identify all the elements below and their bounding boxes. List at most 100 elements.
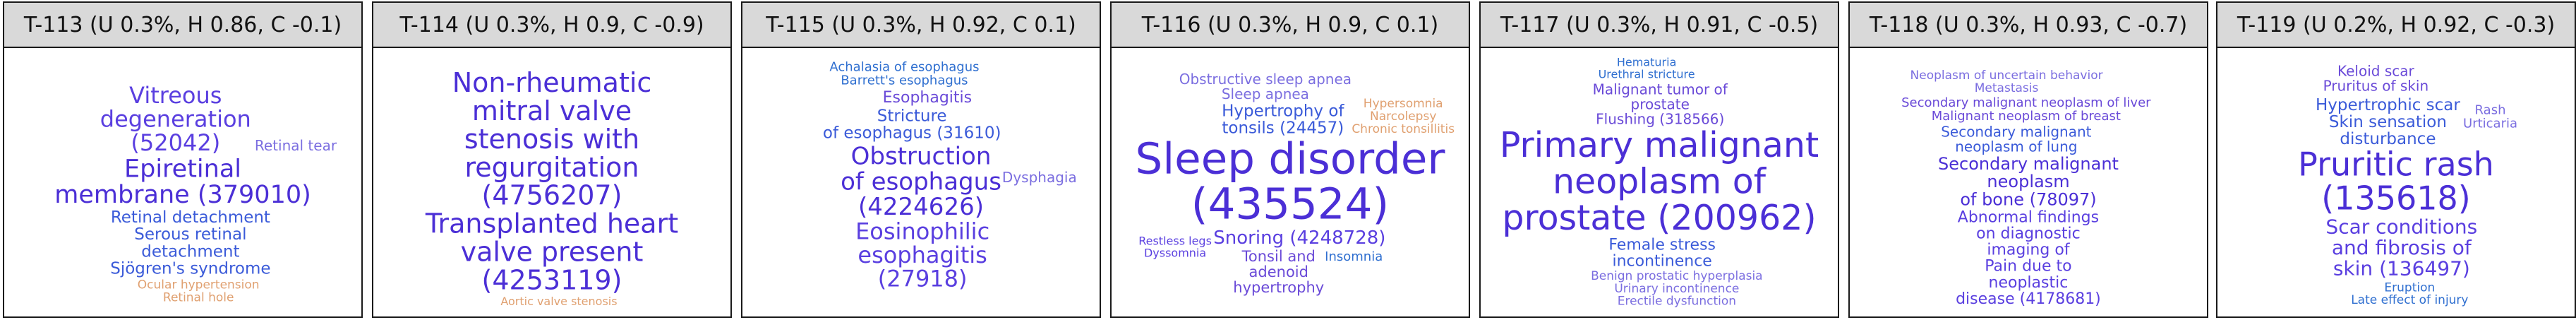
word-label: Hypersomnia xyxy=(1364,97,1443,111)
word-label: Serous retinal xyxy=(134,225,246,244)
word-label: Metastasis xyxy=(1975,81,2039,95)
panel-title: T-119 (U 0.2%, H 0.92, C -0.3) xyxy=(2217,3,2575,48)
word-cloud-svg: Sleep disorder(435524)Snoring (4248728) H… xyxy=(1136,71,1455,296)
word-label: membrane (379010) xyxy=(54,181,311,209)
word-label: Eosinophilic xyxy=(855,218,989,244)
word-label: prostate (200962) xyxy=(1502,198,1816,238)
word-label: hypertrophy xyxy=(1233,279,1324,296)
word-cloud: Epiretinal membrane (379010) Vitreous degen… xyxy=(4,48,361,316)
word-label: incontinence xyxy=(1612,253,1711,271)
word-label: Restless legs xyxy=(1138,235,1212,248)
word-label: Snoring (4248728) xyxy=(1213,227,1385,249)
panel-t115: T-115 (U 0.3%, H 0.92, C 0.1) Obstructio… xyxy=(741,1,1101,318)
word-label: (135618) xyxy=(2321,179,2471,218)
word-cloud: Secondary malignant neoplasm of bone (7809… xyxy=(1850,48,2207,316)
word-label: Ocular hypertension xyxy=(138,278,260,292)
word-label: Achalasia of esophagus xyxy=(829,60,979,75)
word-label: Dysphagia xyxy=(1002,169,1077,186)
word-cloud-svg: Pruritic rash(135618)Scar conditionsand … xyxy=(2298,63,2517,307)
word-label: Urethral stricture xyxy=(1599,67,1695,81)
word-label: Obstructive sleep apnea xyxy=(1179,71,1352,88)
word-label: Hypertrophic scar xyxy=(2316,96,2460,114)
word-label: Barrett's esophagus xyxy=(841,73,968,88)
word-cloud: Sleep disorder (435524) Snoring (4248728) H… xyxy=(1112,48,1469,316)
panel-t113: T-113 (U 0.3%, H 0.86, C -0.1) Epiretina… xyxy=(3,1,363,318)
word-label: (4253119) xyxy=(482,264,622,295)
word-label: detachment xyxy=(141,242,239,261)
word-label: Eruption xyxy=(2384,280,2435,295)
word-label: Skin sensation xyxy=(2329,113,2447,131)
panel-title: T-114 (U 0.3%, H 0.9, C -0.9) xyxy=(373,3,730,48)
word-label: Secondary malignant xyxy=(1938,154,2119,174)
word-cloud: Obstruction of esophagus (4224626) Eosinoph… xyxy=(742,48,1100,316)
word-label: Insomnia xyxy=(1325,249,1383,264)
word-label: Vitreous xyxy=(129,82,222,109)
panel-t117: T-117 (U 0.3%, H 0.91, C -0.5) Primary m… xyxy=(1479,1,1839,318)
word-label: Malignant neoplasm of breast xyxy=(1932,109,2121,124)
word-label: Female stress xyxy=(1608,237,1716,254)
panel-title: T-115 (U 0.3%, H 0.92, C 0.1) xyxy=(742,3,1100,48)
word-label: of esophagus (31610) xyxy=(823,124,1001,143)
word-label: Late effect of injury xyxy=(2351,293,2468,307)
word-label: adenoid xyxy=(1249,263,1308,280)
word-label: Flushing (318566) xyxy=(1596,110,1724,127)
word-label: Aortic valve stenosis xyxy=(500,295,617,308)
word-label: tonsils (24457) xyxy=(1222,119,1344,137)
word-label: imaging of xyxy=(1987,242,2070,259)
word-label: (4756207) xyxy=(482,180,622,211)
word-label: Urticaria xyxy=(2463,117,2517,131)
panel-title: T-116 (U 0.3%, H 0.9, C 0.1) xyxy=(1112,3,1469,48)
word-label: Secondary malignant neoplasm of liver xyxy=(1901,95,2151,110)
word-label: of esophagus xyxy=(841,167,1001,196)
word-label: Hypertrophy of xyxy=(1222,102,1344,120)
word-label: disturbance xyxy=(2340,130,2436,148)
word-label: Chronic tonsillitis xyxy=(1352,122,1455,136)
word-label: Pruritic rash xyxy=(2298,145,2494,183)
word-label: Benign prostatic hyperplasia xyxy=(1591,269,1762,283)
word-label: on diagnostic xyxy=(1976,225,2081,242)
word-label: skin (136497) xyxy=(2333,256,2470,280)
word-label: Non-rheumatic xyxy=(452,67,652,98)
word-label: neoplasm xyxy=(1987,172,2069,191)
word-label: neoplastic xyxy=(1989,274,2069,292)
word-label: Transplanted heart xyxy=(425,208,678,239)
word-label: Pruritus of skin xyxy=(2323,78,2429,95)
word-label: Retinal hole xyxy=(163,291,234,305)
word-label: Sleep disorder xyxy=(1136,134,1446,184)
panel-title: T-118 (U 0.3%, H 0.93, C -0.7) xyxy=(1850,3,2207,48)
panel-t118: T-118 (U 0.3%, H 0.93, C -0.7) Secondary… xyxy=(1848,1,2208,318)
word-label: Hematuria xyxy=(1617,56,1677,69)
word-label: regurgitation xyxy=(465,152,639,183)
word-label: Obstruction xyxy=(851,143,992,171)
word-label: Erectile dysfunction xyxy=(1618,295,1736,309)
word-label: Pain due to xyxy=(1985,258,2071,275)
panel-t114: T-114 (U 0.3%, H 0.9, C -0.9) Non-rheuma… xyxy=(372,1,732,318)
word-label: Dyssomnia xyxy=(1144,246,1206,259)
word-label: prostate xyxy=(1631,95,1690,112)
word-label: Stricture xyxy=(877,107,947,126)
word-label: mitral valve xyxy=(472,95,632,126)
word-label: Urinary incontinence xyxy=(1614,282,1739,296)
word-label: Sleep apnea xyxy=(1222,85,1309,102)
word-label: Abnormal findings xyxy=(1958,208,2099,226)
word-label: Esophagitis xyxy=(883,89,973,107)
word-label: disease (4178681) xyxy=(1956,290,2101,308)
word-label: Malignant tumor of xyxy=(1593,81,1728,97)
word-label: neoplasm of lung xyxy=(1955,138,2077,155)
word-label: Primary malignant xyxy=(1500,125,1819,165)
word-label: valve present xyxy=(461,237,644,268)
word-label: degeneration xyxy=(100,105,251,132)
word-label: Keloid scar xyxy=(2337,63,2414,80)
word-label: of bone (78097) xyxy=(1960,189,2096,209)
word-label: Narcolepsy xyxy=(1370,109,1436,124)
word-label: Tonsil and xyxy=(1241,248,1316,265)
word-label: Scar conditions xyxy=(2325,215,2477,239)
word-label: Epiretinal xyxy=(124,155,241,183)
panel-t116: T-116 (U 0.3%, H 0.9, C 0.1) Sleep disor… xyxy=(1110,1,1470,318)
word-cloud: Non-rheumatic mitral valve stenosis with re… xyxy=(373,48,730,316)
word-label: (4224626) xyxy=(858,193,984,221)
